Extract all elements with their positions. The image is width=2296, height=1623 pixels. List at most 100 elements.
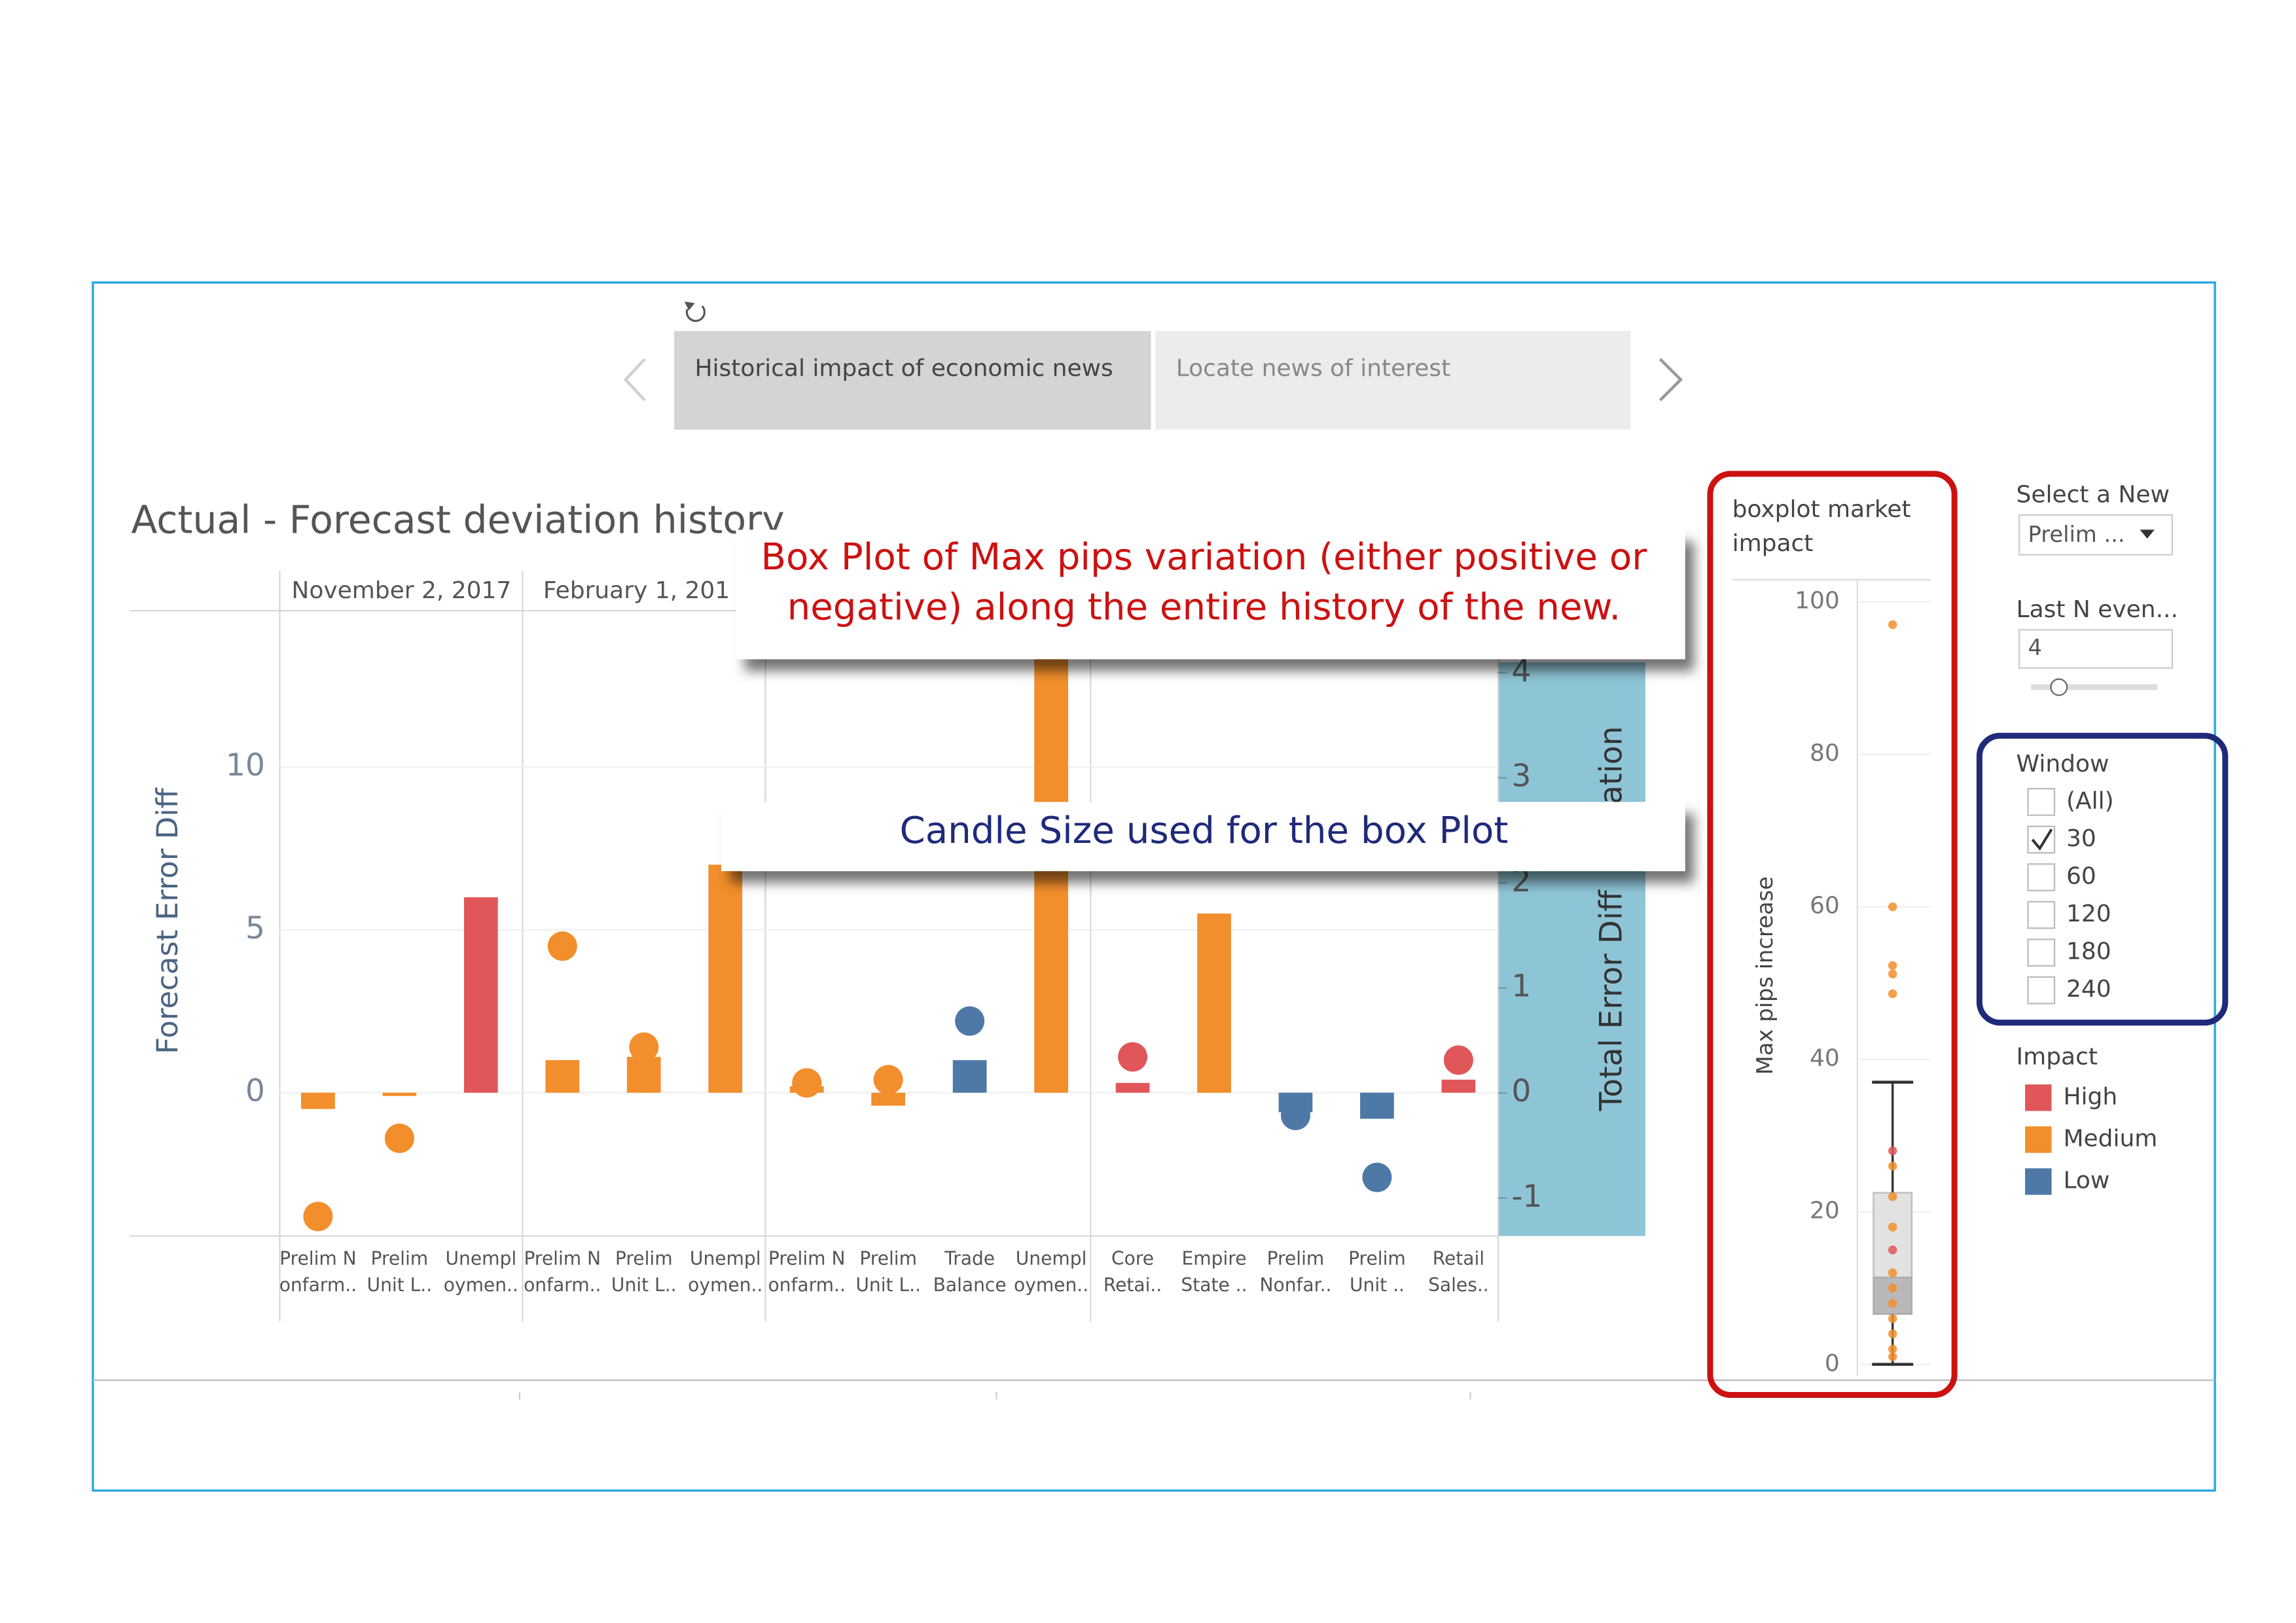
x-tick-label: Unempl [690,1248,761,1270]
x-tick-label: oymen.. [444,1274,518,1296]
bar [545,1060,580,1093]
bar [301,1092,335,1109]
legend-label: Medium [2064,1125,2158,1152]
legend-swatch [2025,1126,2052,1153]
checkbox[interactable] [2027,788,2056,816]
bar [626,1056,661,1093]
x-tick-label: Balance [933,1274,1007,1296]
point [1888,1162,1897,1171]
point [1888,1146,1897,1156]
point [1362,1162,1392,1192]
bar [382,1092,417,1096]
point [1888,1283,1897,1293]
y-tick-label: 60 [1810,893,1840,919]
point [792,1068,822,1098]
x-tick-label: Prelim [859,1248,917,1270]
x-tick-label: Unit L.. [367,1274,433,1296]
pane-dividers [279,571,1499,1322]
bar [1115,1082,1150,1093]
x-tick-label: Prelim N [524,1248,601,1270]
y-tick-label: 80 [1810,740,1840,767]
checkbox[interactable] [2027,976,2056,1005]
y-tick-label: 10 [226,747,265,783]
prev-arrow[interactable] [623,358,646,402]
point [1280,1101,1310,1131]
control-label: Last N even... [2017,596,2178,623]
checkbox[interactable] [2027,901,2056,929]
y2-tick-label: 3 [1511,758,1531,794]
control-label: Select a New [2017,482,2170,508]
checkbox-label: 240 [2066,976,2111,1003]
refresh-icon[interactable] [684,301,706,322]
point [1888,620,1897,630]
point [1888,989,1897,999]
point [1888,1192,1897,1202]
y-tick-label: 40 [1810,1045,1840,1072]
boxplot: 0 20 40 60 80 100 [1795,588,1931,1377]
x-tick-label: Sales.. [1428,1274,1489,1296]
annotation-text: negative) along the entire history of th… [787,586,1621,628]
y-axis-title: Forecast Error Diff [150,787,185,1054]
y2-tick-label: 0 [1511,1073,1531,1109]
x-tick-label: oymen.. [1014,1274,1088,1296]
point [1118,1042,1148,1072]
slider-handle[interactable] [2050,678,2068,696]
y2-axis-title: Total Error Diff [1593,889,1629,1112]
dropdown[interactable] [2018,514,2174,556]
point [1888,1344,1897,1354]
tab[interactable] [1155,330,1631,430]
point [547,931,577,961]
x-tick-label: Core [1111,1248,1154,1270]
highlight-box [1976,732,2229,1026]
control-label: Window [2017,751,2109,777]
point [873,1065,903,1095]
y2-axis-title-fragment: ation [1593,726,1629,804]
annotations: Box Plot of Max pips variation (either p… [721,529,1685,872]
checkbox-label: 120 [2066,901,2111,927]
x-tick-label: onfarm.. [279,1274,357,1296]
x-tick-label: onfarm.. [768,1274,845,1296]
tab-active[interactable] [674,330,1151,430]
y-tick-label: 100 [1795,588,1840,615]
x-tick-label: Prelim [1267,1248,1325,1270]
point [1888,1268,1897,1277]
box-upper [1873,1192,1913,1279]
text-input[interactable] [2018,629,2174,669]
tab-label: Historical impact of economic news [694,355,1113,382]
legend-title: Impact [2017,1044,2098,1071]
annotation-text: Candle Size used for the box Plot [899,810,1508,852]
point [1888,1298,1897,1308]
checkbox[interactable] [2027,863,2056,891]
checkbox-label: 180 [2066,938,2111,965]
y2-panel [1498,662,1645,1236]
point [955,1006,985,1036]
x-tick-label: Unit L.. [611,1274,677,1296]
x-tick-label: Prelim N [279,1248,357,1270]
point [1888,969,1897,978]
y-tick-label: 0 [1825,1350,1840,1377]
y-tick-label: 20 [1810,1198,1840,1224]
legend-label: Low [2064,1167,2110,1194]
x-tick-label: Retail [1433,1248,1484,1270]
y2-tick-label: -1 [1511,1179,1542,1215]
y-tick-label: 5 [245,910,265,946]
checkbox-label: 30 [2066,825,2096,852]
legend-swatch [2025,1168,2052,1195]
legend-swatch [2025,1084,2052,1111]
y-tick-label: 0 [245,1073,265,1109]
checkbox-label: 60 [2066,863,2096,890]
point [1888,902,1897,912]
point [629,1032,659,1062]
point [1888,1222,1897,1232]
bar [1360,1092,1394,1119]
highlight-box [1707,471,1958,1398]
x-tick-label: Unit .. [1350,1274,1405,1296]
checkbox[interactable] [2027,938,2056,967]
x-tick-label: Prelim N [768,1248,846,1270]
x-tick-label: Prelim [615,1248,673,1270]
point [1888,1352,1897,1361]
boxplot-title: boxplot market [1732,496,1911,523]
next-arrow[interactable] [1659,358,1683,402]
